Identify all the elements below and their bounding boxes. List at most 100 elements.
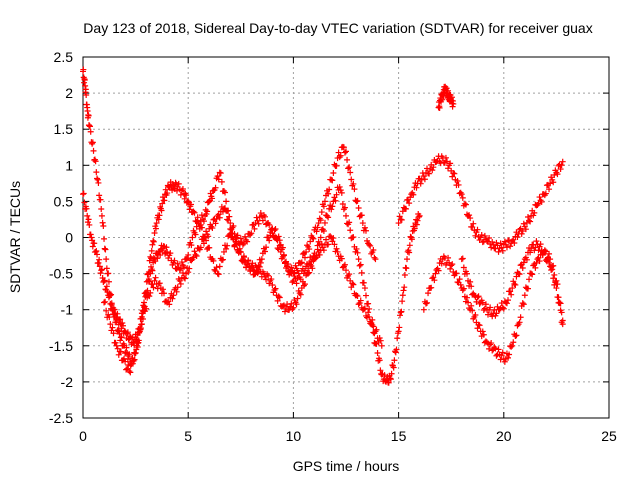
data-point (149, 241, 156, 248)
data-point (205, 233, 212, 240)
y-axis-label: SDTVAR / TECUs (7, 181, 23, 293)
data-point (108, 301, 115, 308)
data-point (239, 241, 246, 248)
data-point (197, 221, 204, 228)
data-point (190, 208, 197, 215)
data-point (186, 265, 193, 272)
data-point (371, 254, 378, 261)
data-point (395, 220, 402, 227)
data-point (326, 186, 333, 193)
data-point (457, 189, 464, 196)
data-point (406, 249, 413, 256)
data-point (354, 197, 361, 204)
data-point (107, 300, 114, 307)
data-point (192, 251, 199, 258)
data-point (449, 261, 456, 268)
data-point (222, 189, 229, 196)
y-tick-label: -0.5 (49, 266, 73, 282)
data-point (411, 225, 418, 232)
data-point (169, 295, 176, 302)
data-point (503, 244, 510, 251)
data-point (520, 220, 527, 227)
data-point (112, 339, 119, 346)
data-point (84, 219, 91, 226)
data-point (87, 128, 94, 135)
data-point (445, 165, 452, 172)
data-point (340, 144, 347, 151)
data-point (231, 231, 238, 238)
data-point (183, 192, 190, 199)
data-point (333, 162, 340, 169)
data-point (290, 304, 297, 311)
data-point (401, 272, 408, 279)
data-point (166, 301, 173, 308)
data-point (88, 234, 95, 241)
data-point (442, 154, 449, 161)
data-point (227, 220, 234, 227)
data-point (407, 194, 414, 201)
data-point (254, 270, 261, 277)
data-point (281, 259, 288, 266)
data-point (134, 344, 141, 351)
data-point (254, 217, 261, 224)
data-point (185, 251, 192, 258)
data-point (332, 197, 339, 204)
data-point (276, 294, 283, 301)
data-point (376, 357, 383, 364)
data-point (339, 201, 346, 208)
data-point (257, 259, 264, 266)
data-point (550, 275, 557, 282)
data-point (210, 257, 217, 264)
data-point (435, 267, 442, 274)
data-point (218, 178, 225, 185)
data-point (184, 255, 191, 262)
data-point (414, 217, 421, 224)
plot-frame (82, 56, 610, 419)
data-point (177, 280, 184, 287)
data-point (548, 267, 555, 274)
data-point (357, 297, 364, 304)
data-point (483, 238, 490, 245)
data-point (505, 354, 512, 361)
data-point (216, 263, 223, 270)
data-point (114, 310, 121, 317)
data-point (320, 203, 327, 210)
data-point (392, 349, 399, 356)
data-point (223, 198, 230, 205)
data-point (341, 204, 348, 211)
data-point (507, 288, 514, 295)
data-point (119, 320, 126, 327)
data-point (459, 255, 466, 262)
data-point (89, 243, 96, 250)
data-point (362, 227, 369, 234)
data-point (115, 351, 122, 358)
data-point (520, 259, 527, 266)
data-point (160, 243, 167, 250)
data-point (151, 230, 158, 237)
data-point (470, 220, 477, 227)
data-point (314, 224, 321, 231)
data-point (150, 238, 157, 245)
data-point (454, 178, 461, 185)
data-point (488, 340, 495, 347)
data-point (377, 337, 384, 344)
data-point (105, 270, 112, 277)
data-point (85, 112, 92, 119)
data-point (457, 281, 464, 288)
data-point (404, 256, 411, 263)
data-point (123, 366, 130, 373)
data-point (492, 345, 499, 352)
data-point (337, 152, 344, 159)
data-point (143, 305, 150, 312)
data-point (469, 307, 476, 314)
data-point (259, 217, 266, 224)
data-point (202, 206, 209, 213)
y-tick-label: 2.5 (54, 49, 74, 65)
data-point (445, 254, 452, 261)
data-point (517, 314, 524, 321)
data-point (131, 350, 138, 357)
data-point (123, 344, 130, 351)
data-point (554, 294, 561, 301)
data-point (424, 299, 431, 306)
data-point (429, 167, 436, 174)
